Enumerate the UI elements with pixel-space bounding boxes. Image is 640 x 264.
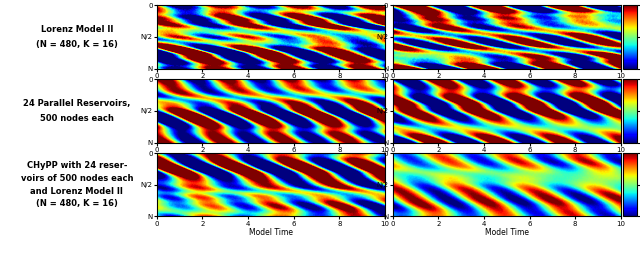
Text: CHyPP with 24 reser-: CHyPP with 24 reser- <box>26 161 127 170</box>
X-axis label: Model Time: Model Time <box>249 154 293 163</box>
Text: 500 nodes each: 500 nodes each <box>40 114 114 123</box>
X-axis label: Model Time: Model Time <box>249 80 293 89</box>
Text: and Lorenz Model II: and Lorenz Model II <box>30 187 124 196</box>
X-axis label: Model Time: Model Time <box>484 228 529 237</box>
Text: Lorenz Model II: Lorenz Model II <box>40 25 113 34</box>
X-axis label: Model Time: Model Time <box>249 228 293 237</box>
Text: 24 Parallel Reservoirs,: 24 Parallel Reservoirs, <box>23 99 131 108</box>
Text: voirs of 500 nodes each: voirs of 500 nodes each <box>20 174 133 183</box>
X-axis label: Model Time: Model Time <box>484 154 529 163</box>
Text: (N = 480, K = 16): (N = 480, K = 16) <box>36 199 118 208</box>
Text: (N = 480, K = 16): (N = 480, K = 16) <box>36 40 118 49</box>
X-axis label: Model Time: Model Time <box>484 80 529 89</box>
